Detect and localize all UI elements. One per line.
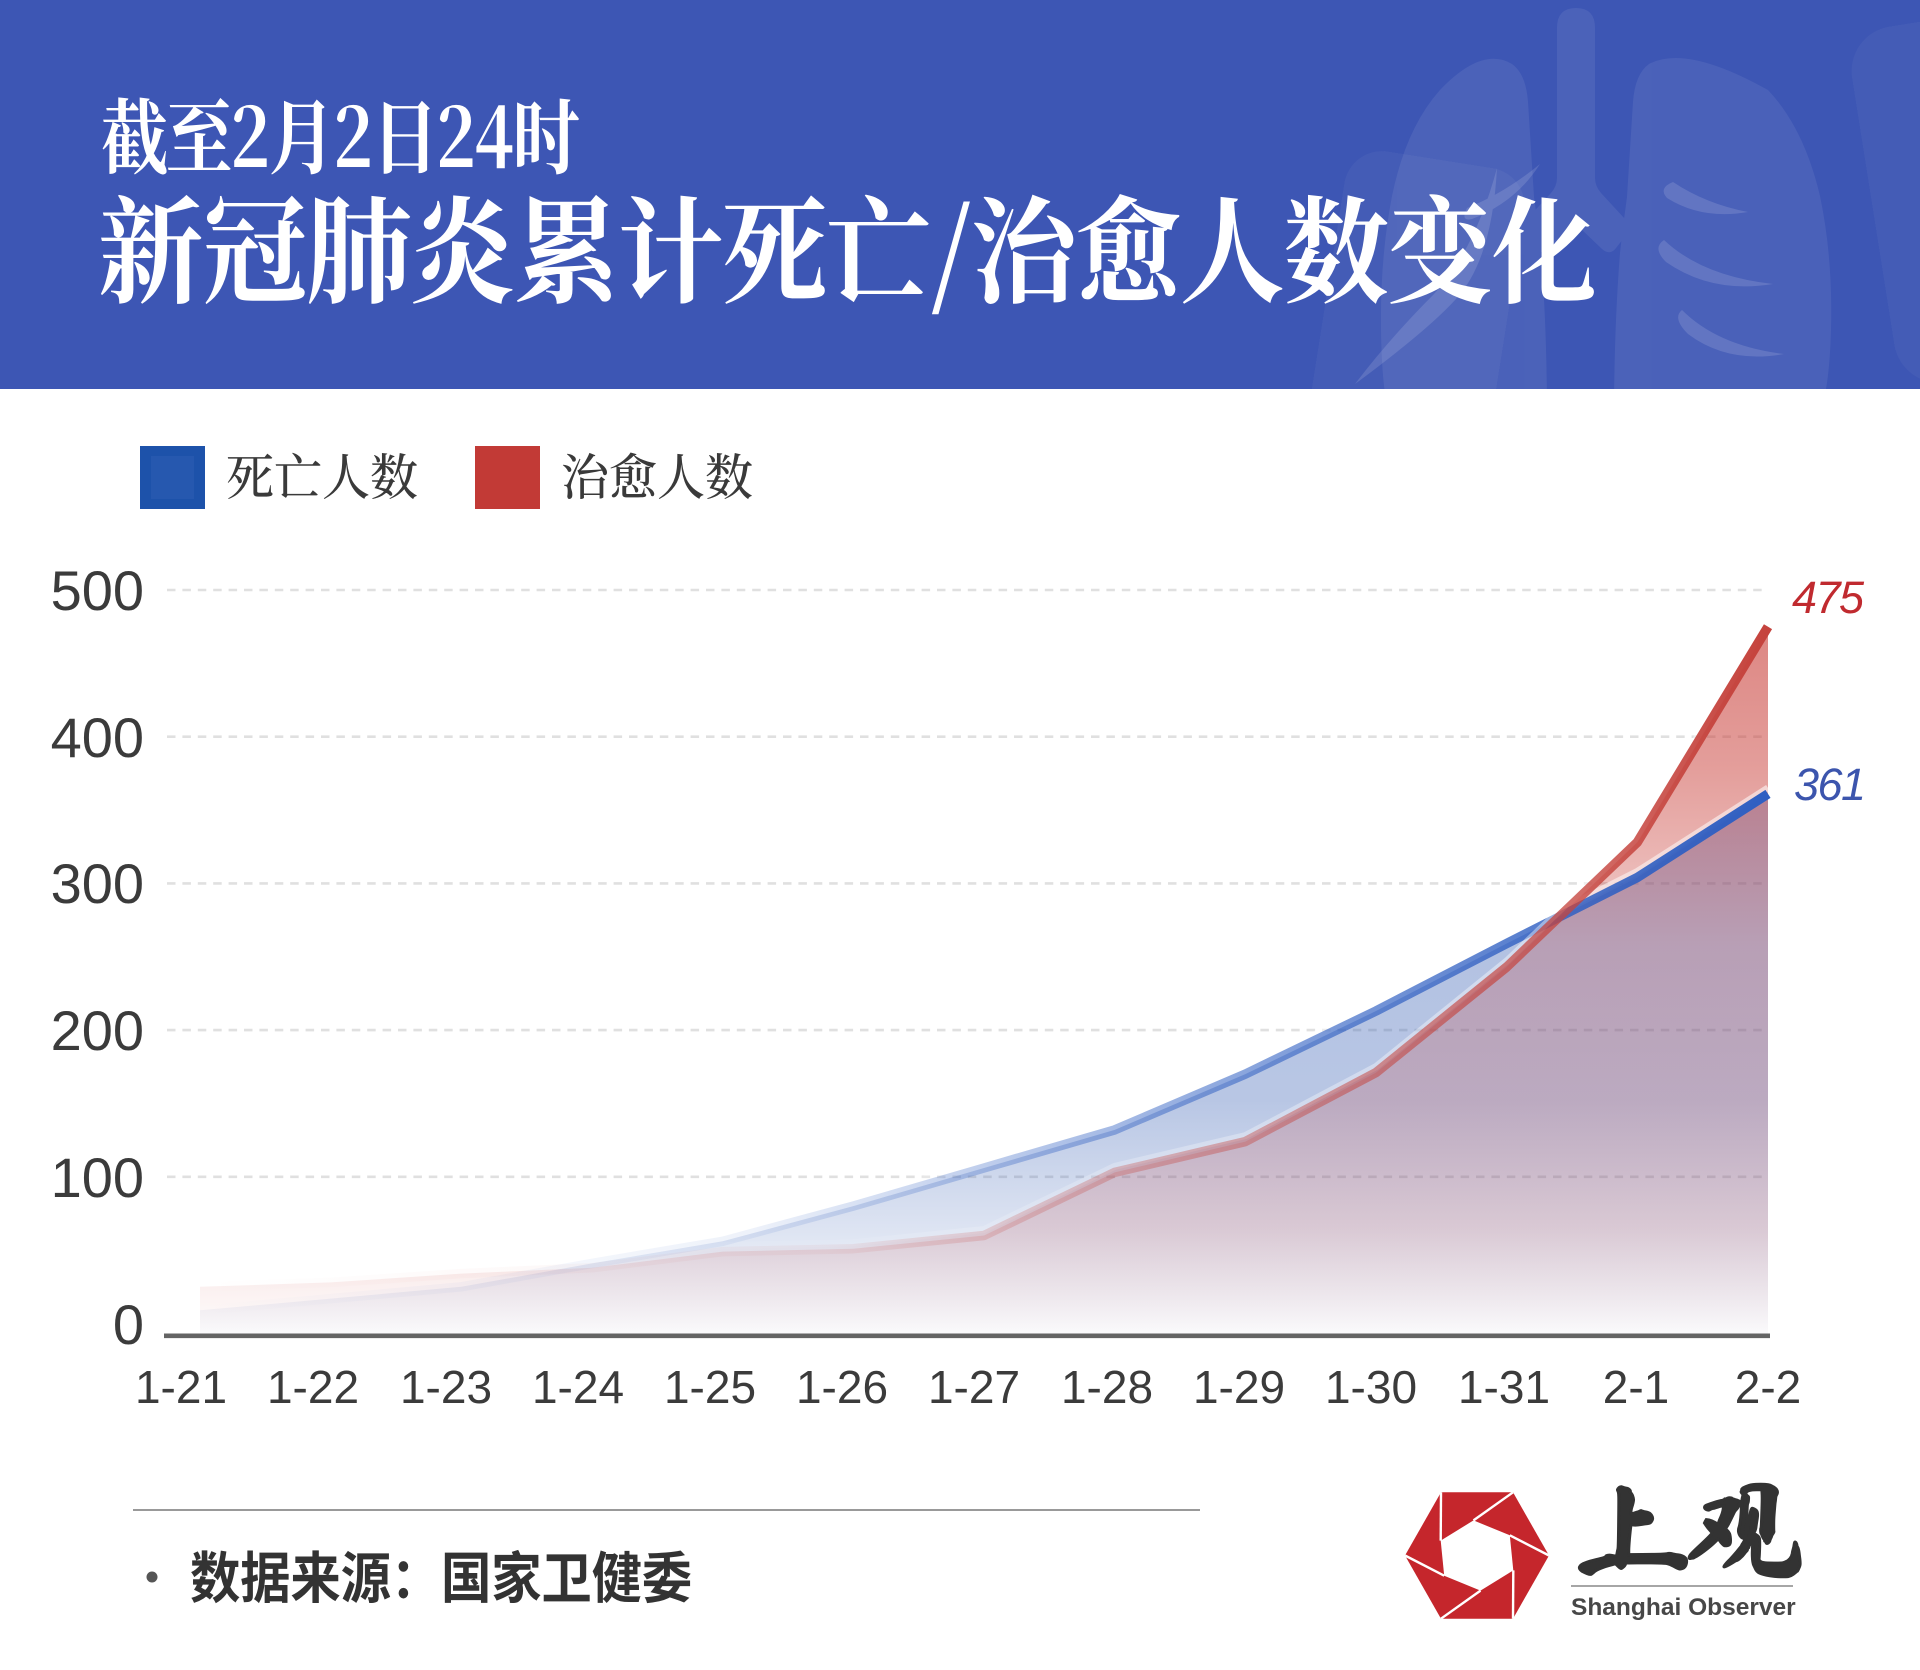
svg-text:1-21: 1-21 [135,1361,227,1413]
svg-text:200: 200 [51,999,144,1062]
svg-text:2-1: 2-1 [1603,1361,1669,1413]
svg-text:1-30: 1-30 [1325,1361,1417,1413]
svg-text:1-25: 1-25 [664,1361,756,1413]
svg-text:300: 300 [51,852,144,915]
svg-text:1-24: 1-24 [532,1361,624,1413]
svg-text:Shanghai Observer: Shanghai Observer [1571,1594,1796,1621]
svg-text:1-28: 1-28 [1061,1361,1153,1413]
svg-text:1-22: 1-22 [267,1361,359,1413]
svg-text:1-31: 1-31 [1458,1361,1550,1413]
svg-text:475: 475 [1792,572,1865,623]
svg-text:100: 100 [51,1146,144,1209]
svg-text:2-2: 2-2 [1735,1361,1801,1413]
svg-text:361: 361 [1794,759,1865,810]
svg-text:400: 400 [51,706,144,769]
svg-text:1-29: 1-29 [1193,1361,1285,1413]
svg-text:1-23: 1-23 [400,1361,492,1413]
svg-text:0: 0 [113,1293,144,1356]
svg-text:500: 500 [51,559,144,622]
svg-text:1-27: 1-27 [928,1361,1020,1413]
svg-text:1-26: 1-26 [796,1361,888,1413]
